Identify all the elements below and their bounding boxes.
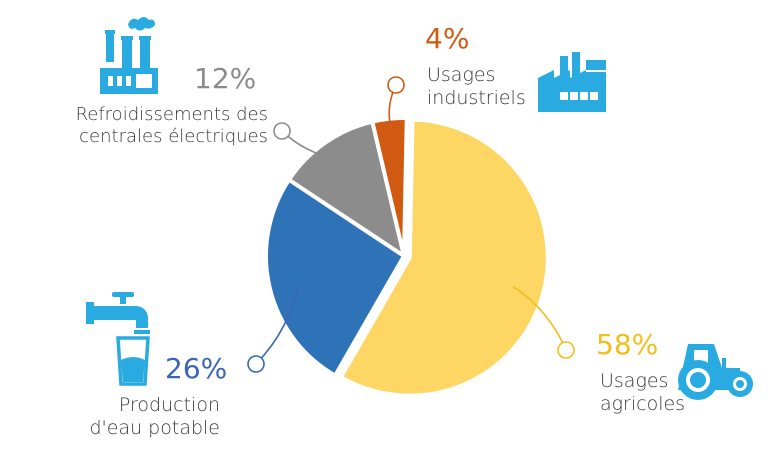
factory-icon — [538, 52, 606, 112]
slice-industriels-label: Usages industriels — [427, 64, 526, 110]
slice-agricoles-label-line1: Usages — [600, 370, 669, 392]
slice-agricoles-percent: 58% — [596, 328, 659, 361]
leader-dot-agricoles — [557, 341, 575, 359]
leader-dot-eau-potable — [247, 355, 265, 373]
slice-agricoles-label: Usages agricoles — [600, 370, 685, 416]
slice-eau-potable-label: Production d'eau potable — [80, 394, 220, 440]
slice-eau-potable-label-line2: d'eau potable — [89, 416, 220, 439]
slice-centrales-label: Refroidissements des centrales électriqu… — [40, 104, 268, 147]
pie-slice-eau-potable — [264, 177, 406, 378]
leader-line-eau-potable — [255, 280, 301, 365]
pie-slice-centrales — [286, 119, 406, 258]
slice-centrales-label-line2: centrales électriques — [79, 125, 268, 147]
water-tap-glass-icon — [86, 292, 150, 386]
slice-centrales-percent: 12% — [194, 62, 257, 95]
slice-eau-potable-label-line1: Production — [118, 394, 220, 416]
leader-dot-industriels — [387, 76, 405, 94]
tractor-icon — [678, 344, 753, 400]
slice-industriels-percent: 4% — [425, 22, 470, 55]
slice-agricoles-label-line2: agricoles — [600, 392, 686, 415]
leader-dot-centrales — [273, 122, 291, 140]
slice-centrales-label-line1: Refroidissements des — [75, 104, 268, 125]
slice-industriels-label-line1: Usages — [427, 64, 496, 86]
slice-industriels-label-line2: industriels — [427, 86, 526, 109]
pie-slice-agricoles — [338, 117, 550, 398]
slice-eau-potable-percent: 26% — [165, 352, 228, 385]
power-plant-icon — [100, 17, 158, 94]
